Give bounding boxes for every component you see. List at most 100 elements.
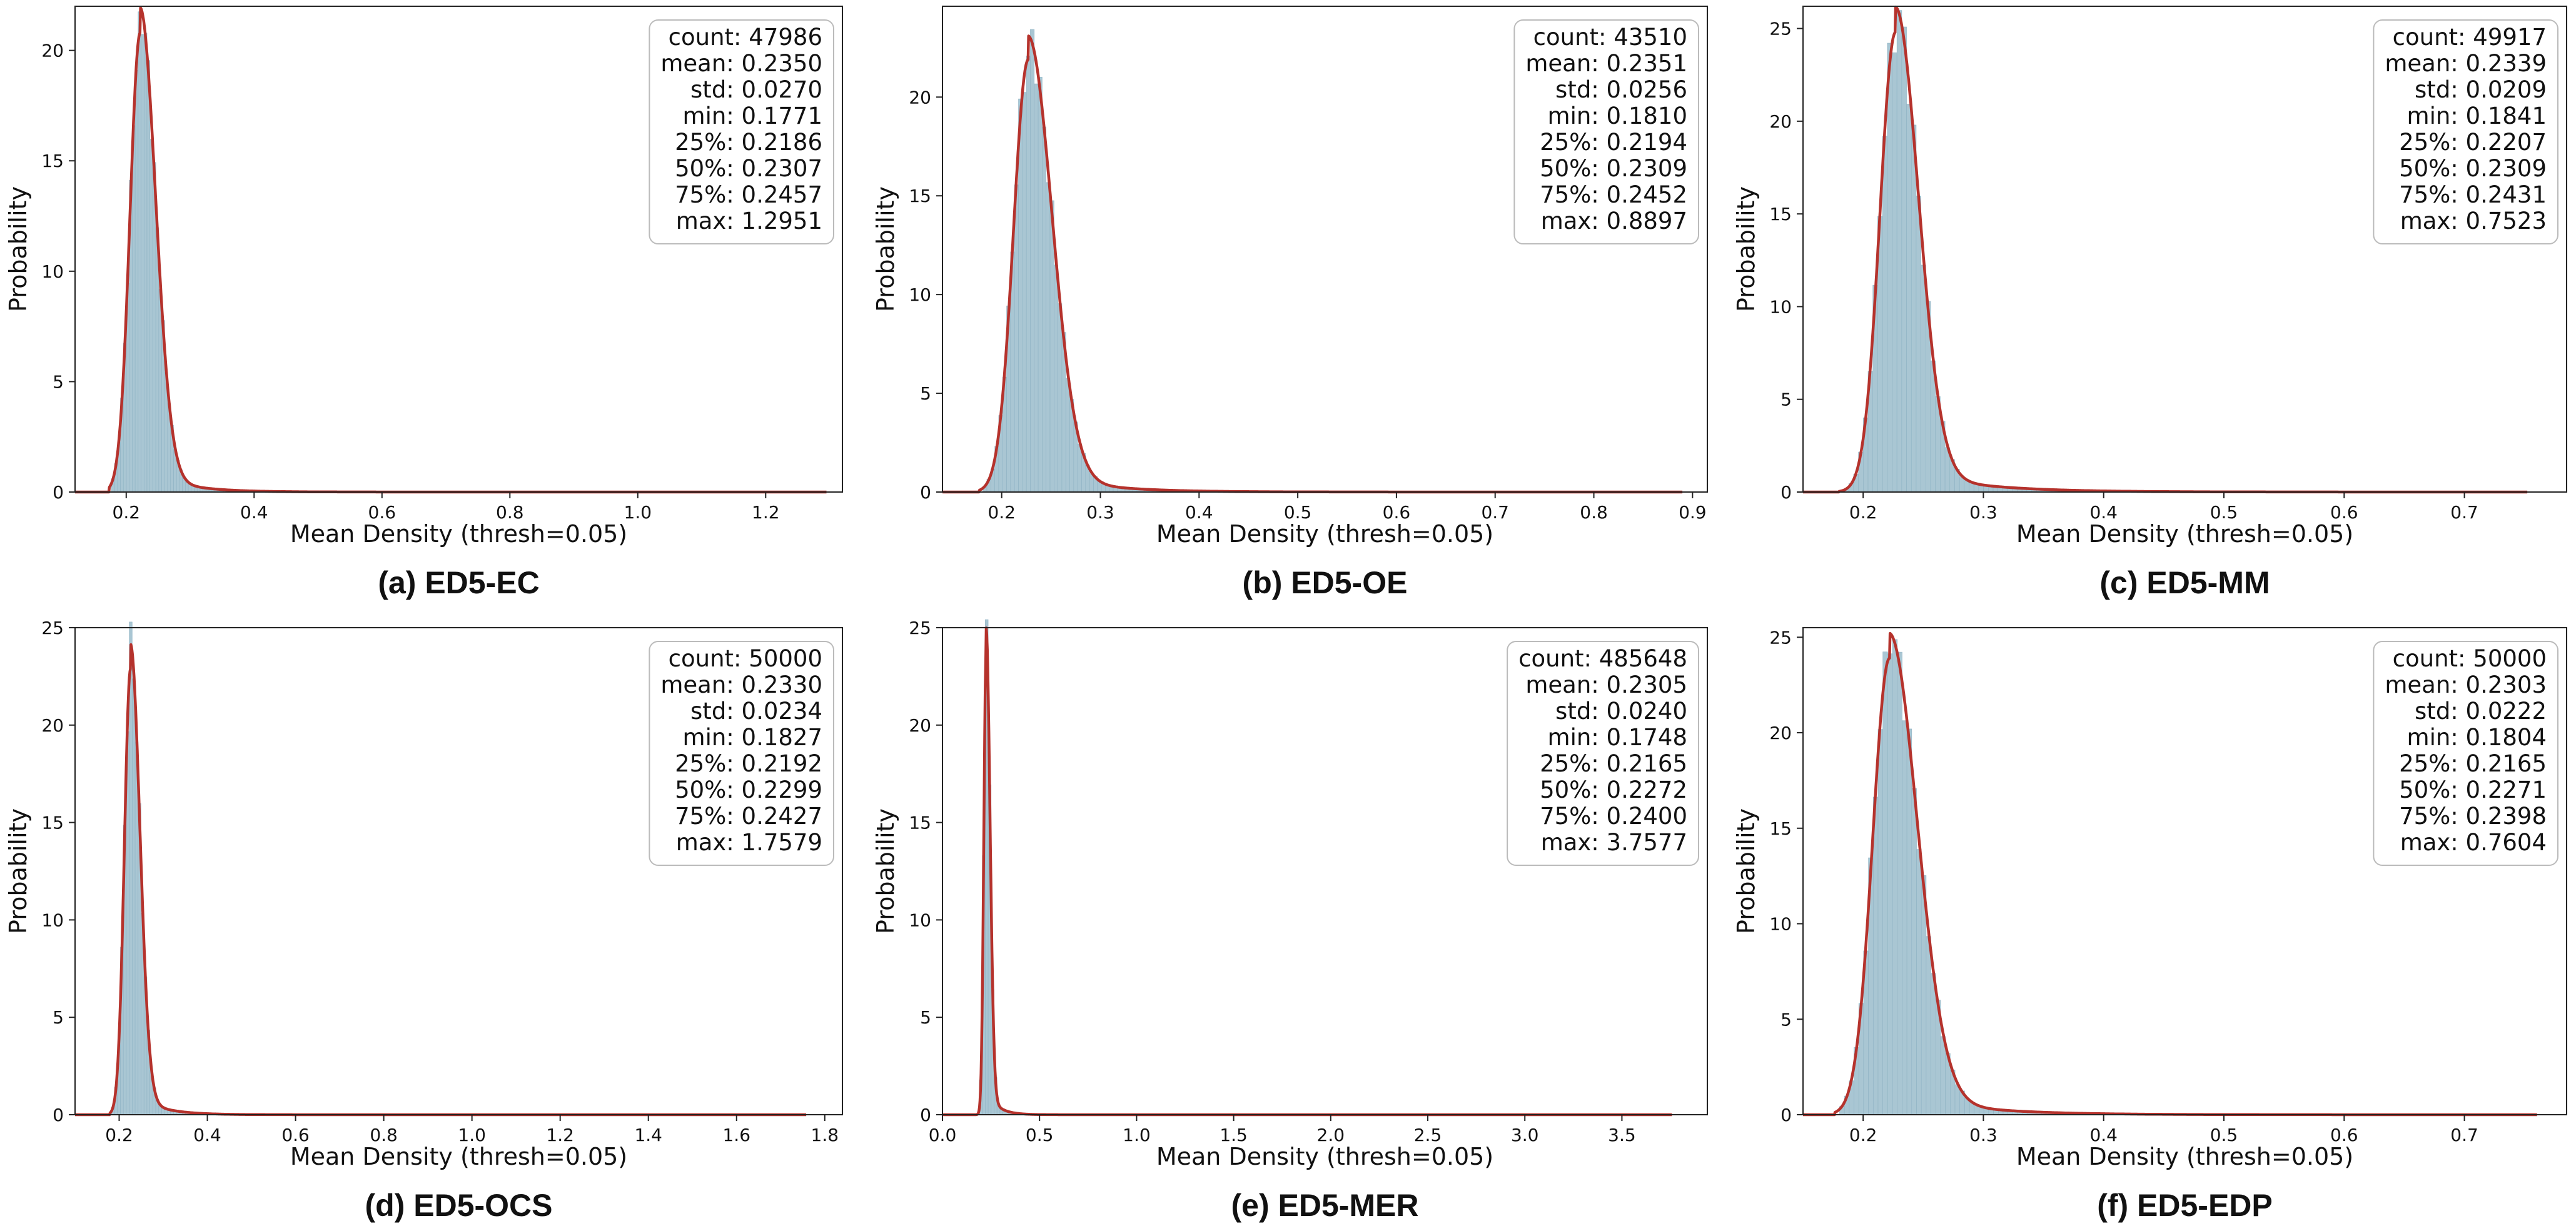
y-tick-label: 25: [909, 618, 931, 638]
chart-panel-b: 0.2 0.3 0.4 0.5 0.6 0.7 0.8 0.9 0 5 10 15 20 Mean Den…: [872, 6, 1708, 600]
histogram-bar: [1034, 83, 1039, 493]
histogram-bar: [1022, 92, 1027, 493]
y-tick-label: 15: [1769, 204, 1792, 224]
panel-caption: (c) ED5-MM: [2099, 565, 2270, 600]
x-tick-label: 0.5: [1026, 1125, 1054, 1145]
x-tick-label: 1.5: [1220, 1125, 1248, 1145]
stats-box: [649, 641, 834, 866]
histogram-bar: [1901, 26, 1907, 493]
stats-line: 50%: 0.2272: [1540, 776, 1687, 803]
x-tick-label: 1.6: [722, 1125, 750, 1145]
y-tick-label: 25: [1769, 19, 1792, 39]
stats-line: std: 0.0234: [690, 698, 822, 725]
x-tick-label: 0.0: [929, 1125, 957, 1145]
stats-line: max: 0.8897: [1541, 208, 1687, 234]
y-tick-label: 10: [909, 910, 931, 930]
stats-line: 75%: 0.2427: [675, 803, 822, 830]
histogram-bar: [1042, 126, 1046, 493]
histogram-bar: [134, 69, 139, 493]
y-tick-label: 20: [909, 715, 931, 736]
y-tick-label: 15: [41, 151, 64, 171]
x-tick-label: 0.9: [1679, 502, 1707, 523]
stats-line: 50%: 0.2271: [2399, 776, 2547, 803]
stats-line: max: 3.7577: [1541, 829, 1687, 856]
x-tick-label: 0.6: [281, 1125, 310, 1145]
stats-line: mean: 0.2339: [2385, 50, 2547, 77]
y-tick-label: 20: [41, 41, 64, 61]
stats-line: 50%: 0.2309: [1540, 155, 1687, 182]
x-tick-label: 0.4: [1185, 502, 1213, 523]
stats-line: min: 0.1804: [2407, 724, 2547, 751]
stats-line: count: 50000: [669, 645, 822, 672]
stats-line: 50%: 0.2307: [675, 155, 822, 182]
y-tick-label: 20: [41, 715, 64, 736]
x-tick-label: 0.3: [1086, 502, 1114, 523]
stats-box: [649, 19, 834, 244]
x-tick-label: 1.2: [752, 502, 780, 523]
x-tick-label: 0.2: [113, 502, 141, 523]
y-tick-label: 0: [1780, 482, 1792, 503]
histogram-bar: [1038, 77, 1043, 493]
panel-caption: (d) ED5-OCS: [365, 1188, 553, 1223]
stats-line: 50%: 0.2309: [2399, 155, 2547, 182]
stats-line: std: 0.0209: [2415, 76, 2547, 103]
histogram-bar: [1046, 182, 1051, 493]
stats-line: 75%: 0.2457: [675, 181, 822, 208]
y-tick-label: 15: [909, 813, 931, 833]
histogram-bar: [1054, 264, 1058, 493]
histogram-bar: [1882, 651, 1888, 1115]
stats-line: min: 0.1810: [1548, 103, 1687, 129]
y-tick-label: 15: [41, 813, 64, 833]
panel-caption: (a) ED5-EC: [378, 565, 539, 600]
x-axis-label: Mean Density (thresh=0.05): [1156, 520, 1493, 548]
chart-panel-e: 0.0 0.5 1.0 1.5 2.0 2.5 3.0 3.5 0 5 10 15 20 25 Mean D…: [872, 618, 1708, 1223]
x-tick-label: 0.4: [2089, 502, 2118, 523]
stats-line: 25%: 0.2186: [675, 129, 822, 156]
stats-line: count: 43510: [1533, 24, 1687, 51]
y-tick-label: 10: [1769, 296, 1792, 317]
histogram-bar: [1902, 720, 1907, 1115]
histogram-bar: [132, 678, 136, 1115]
histogram-bar: [1887, 43, 1892, 493]
stats-line: count: 50000: [2393, 645, 2547, 672]
y-tick-label: 0: [53, 482, 64, 503]
plot-frame: [1802, 6, 2567, 493]
x-tick-label: 1.4: [634, 1125, 662, 1145]
stats-line: std: 0.0270: [690, 76, 822, 103]
histogram-bar: [1026, 56, 1031, 493]
x-tick-label: 0.7: [1481, 502, 1509, 523]
x-tick-label: 0.5: [2210, 1125, 2238, 1145]
stats-line: max: 0.7604: [2400, 829, 2547, 856]
chart-panel-f: 0.2 0.3 0.4 0.5 0.6 0.7 0 5 10 15 20 25 Mean Density…: [1732, 627, 2567, 1223]
stats-line: 75%: 0.2431: [2399, 181, 2547, 208]
x-tick-label: 1.0: [1123, 1125, 1151, 1145]
x-tick-label: 3.5: [1608, 1125, 1636, 1145]
x-tick-label: 0.6: [2330, 502, 2358, 523]
stats-line: max: 0.7523: [2400, 208, 2547, 234]
stats-line: mean: 0.2303: [2385, 671, 2547, 698]
histogram-bar: [1921, 264, 1926, 493]
stats-line: mean: 0.2305: [1525, 671, 1687, 698]
histogram-bar: [1882, 136, 1888, 493]
histogram-bar: [1906, 104, 1912, 493]
y-tick-label: 0: [920, 482, 931, 503]
y-axis-label: Probability: [4, 186, 32, 312]
plot-frame: [74, 627, 843, 1115]
x-axis-label: Mean Density (thresh=0.05): [290, 1143, 627, 1170]
plot-frame: [942, 6, 1708, 493]
histogram-bar: [143, 33, 148, 493]
y-tick-label: 5: [53, 371, 64, 392]
y-tick-label: 10: [41, 910, 64, 930]
chart-panel-d: 0.2 0.4 0.6 0.8 1.0 1.2 1.4 1.6 1.8 0 5 10 15 20 25 Mea…: [4, 618, 843, 1223]
stats-line: 25%: 0.2192: [675, 750, 822, 777]
x-axis-label: Mean Density (thresh=0.05): [1156, 1143, 1493, 1170]
x-tick-label: 0.2: [105, 1125, 133, 1145]
y-axis-label: Probability: [4, 808, 32, 934]
stats-line: 75%: 0.2452: [1540, 181, 1687, 208]
y-tick-label: 0: [920, 1105, 931, 1125]
stats-line: 25%: 0.2207: [2399, 129, 2547, 156]
x-axis-label: Mean Density (thresh=0.05): [290, 520, 627, 548]
stats-line: 25%: 0.2194: [1540, 129, 1687, 156]
stats-line: count: 49917: [2393, 24, 2547, 51]
